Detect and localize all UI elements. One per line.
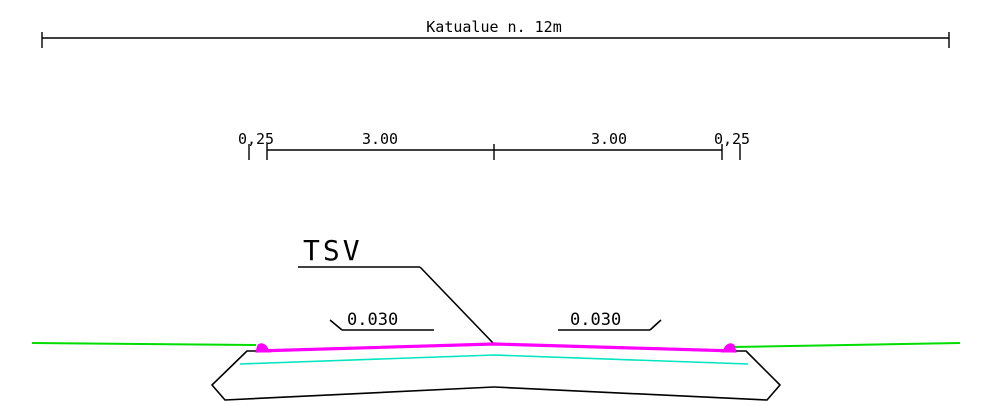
base-layer-line xyxy=(239,354,749,365)
street-area-dimension: Katualue n. 12m xyxy=(41,18,950,48)
slope-left-arrow xyxy=(329,319,343,331)
shoulder-left-label: 0,25 xyxy=(238,130,274,148)
slope-right-annotation: 0.030 xyxy=(558,310,662,331)
pavement-surface xyxy=(255,342,737,353)
lane-dimension: 0,25 3.00 3.00 0,25 xyxy=(238,130,750,160)
curb-left-icon xyxy=(255,343,271,353)
pavement-surface-line xyxy=(255,342,737,353)
ground-line-left xyxy=(31,342,257,346)
slope-right-arrow xyxy=(649,319,662,331)
existing-ground xyxy=(31,342,961,348)
tsv-label: TSV xyxy=(303,234,363,267)
structure-outline-right xyxy=(493,350,781,401)
street-area-label: Katualue n. 12m xyxy=(426,18,561,36)
slope-left-label: 0.030 xyxy=(347,310,398,330)
ground-line-right xyxy=(732,342,961,348)
slope-left-annotation: 0.030 xyxy=(329,310,434,331)
structure-outline-left xyxy=(211,350,495,401)
road-structure-body xyxy=(211,350,781,401)
tsv-leader-line xyxy=(419,266,495,345)
curb-right-icon xyxy=(721,343,737,353)
lane-left-label: 3.00 xyxy=(362,130,398,148)
lane-right-label: 3.00 xyxy=(591,130,627,148)
shoulder-right-label: 0,25 xyxy=(714,130,750,148)
tsv-annotation: TSV xyxy=(298,234,495,345)
slope-right-label: 0.030 xyxy=(570,310,621,330)
